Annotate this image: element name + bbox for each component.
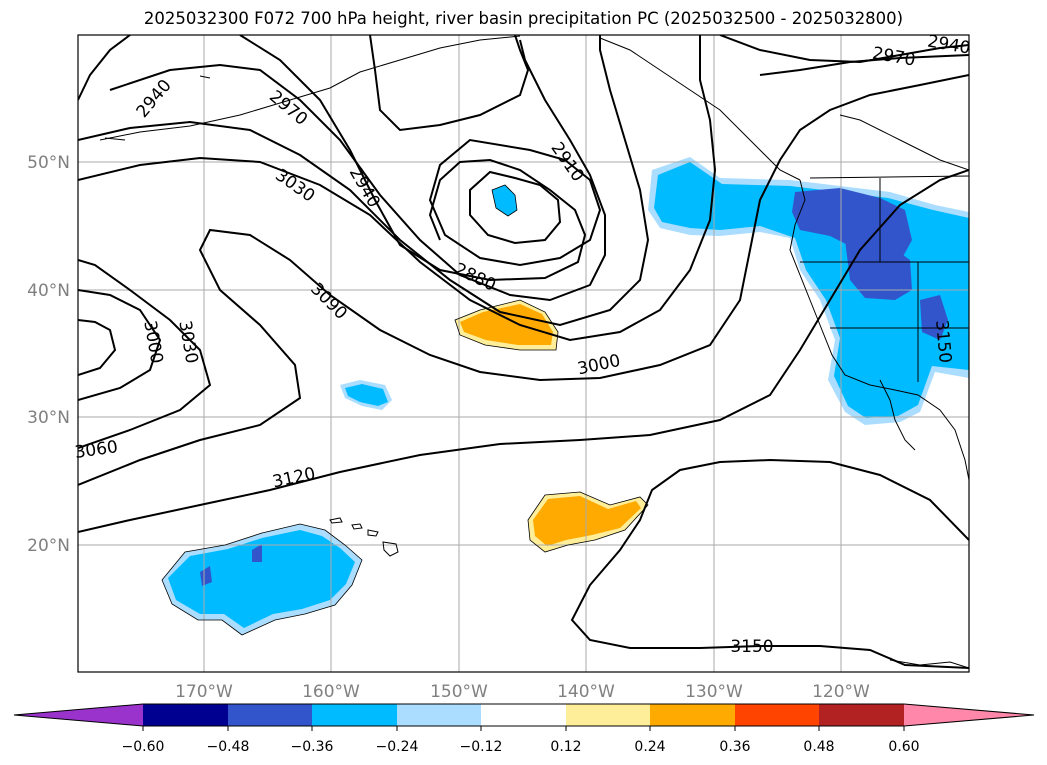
precip-region-hawaii-dark1 xyxy=(200,566,212,586)
coastlines xyxy=(99,35,969,669)
height-contours xyxy=(78,35,969,669)
lon-label: 140°W xyxy=(557,682,615,702)
colorbar-segment xyxy=(481,704,566,726)
colorbar-ticks: −0.60 −0.48 −0.36 −0.24 −0.12 0.12 0.24 … xyxy=(122,739,920,755)
longitude-labels: 170°W 160°W 150°W 140°W 130°W 120°W xyxy=(175,682,870,702)
precip-region-darkblue-nevada xyxy=(845,238,912,300)
colorbar-tick-label: −0.24 xyxy=(376,739,419,755)
colorbar-segment xyxy=(650,704,735,726)
gridlines xyxy=(78,35,969,672)
colorbar-tick-label: −0.36 xyxy=(291,739,334,755)
lat-label: 30°N xyxy=(27,408,70,428)
precip-region-hawaii-core xyxy=(168,530,355,628)
colorbar-tick-label: 0.48 xyxy=(803,739,834,755)
lon-label: 150°W xyxy=(430,682,488,702)
lon-label: 130°W xyxy=(685,682,743,702)
precip-region-darkblue-arizona xyxy=(920,295,948,340)
lat-label: 40°N xyxy=(27,281,70,301)
precip-shading xyxy=(162,157,969,635)
colorbar-tick-label: 0.12 xyxy=(550,739,581,755)
colorbar-segment xyxy=(397,704,481,726)
colorbar-segment xyxy=(735,704,819,726)
lon-label: 120°W xyxy=(812,682,870,702)
colorbar-tick-label: −0.48 xyxy=(207,739,250,755)
colorbar-segment xyxy=(228,704,312,726)
contour-label: 3150 xyxy=(730,637,773,657)
colorbar-tick-label: −0.12 xyxy=(460,739,503,755)
colorbar-tick-label: 0.24 xyxy=(634,739,665,755)
contour-label: 3150 xyxy=(931,319,955,364)
colorbar: −0.60 −0.48 −0.36 −0.24 −0.12 0.12 0.24 … xyxy=(13,703,1035,755)
colorbar-tick-label: 0.60 xyxy=(888,739,919,755)
map-title: 2025032300 F072 700 hPa height, river ba… xyxy=(143,9,904,28)
colorbar-segment xyxy=(143,704,228,726)
precip-region-small-north xyxy=(492,185,517,216)
lat-label: 20°N xyxy=(27,536,70,556)
map-frame xyxy=(77,34,970,673)
colorbar-extend-right xyxy=(904,704,1034,726)
colorbar-tick-label: 0.36 xyxy=(719,739,750,755)
precip-region-orange-south-core xyxy=(533,496,641,546)
precip-region-small-mid-core xyxy=(345,384,388,406)
lat-label: 50°N xyxy=(27,153,70,173)
lon-label: 160°W xyxy=(302,682,360,702)
precip-outlines xyxy=(161,184,649,636)
precip-region-orange-north-core xyxy=(460,304,553,345)
lon-label: 170°W xyxy=(175,682,233,702)
colorbar-extend-left xyxy=(14,704,143,726)
latitude-labels: 50°N 40°N 30°N 20°N xyxy=(27,153,70,556)
colorbar-segment xyxy=(312,704,397,726)
colorbar-segment xyxy=(566,704,650,726)
colorbar-tick-label: −0.60 xyxy=(122,739,165,755)
precip-region-hawaii-dark2 xyxy=(252,544,262,562)
colorbar-segment xyxy=(819,704,904,726)
